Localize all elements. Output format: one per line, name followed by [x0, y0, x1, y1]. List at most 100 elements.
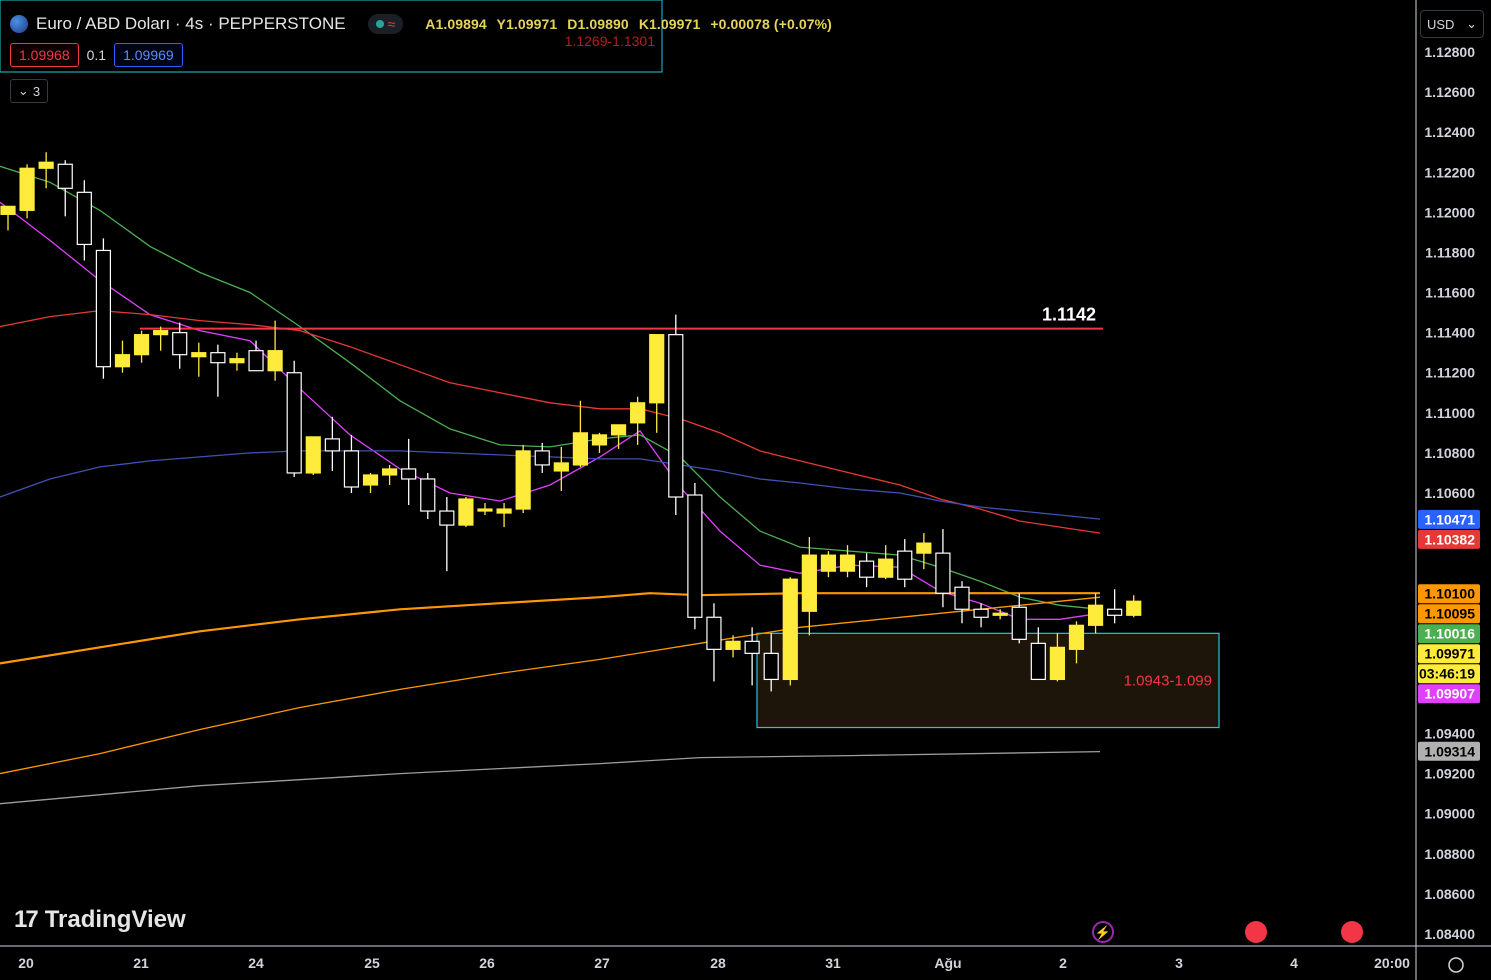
ohlc-close: K1.09971: [638, 16, 701, 32]
candle-body: [839, 554, 856, 572]
market-status[interactable]: ≈: [367, 14, 404, 34]
candle-body: [172, 332, 188, 356]
moving-average-line: [0, 750, 1101, 805]
price-tick-label: 1.11000: [1425, 405, 1475, 421]
moving-average-line: [0, 309, 1101, 534]
chevron-down-icon: ⌄: [17, 83, 29, 98]
price-tick-label: 1.11400: [1425, 325, 1475, 341]
price-label: 1.09971: [1424, 646, 1475, 662]
ohlc-low: D1.09890: [567, 16, 629, 32]
candle-body: [973, 608, 989, 618]
candle-body: [820, 554, 837, 572]
price-tick-label: 1.10600: [1424, 485, 1475, 501]
price-tick-label: 1.10800: [1424, 445, 1475, 461]
price-tick-label: 1.12600: [1424, 84, 1475, 100]
candle-body: [782, 578, 798, 681]
buy-button[interactable]: 1.09969: [114, 43, 183, 67]
candle-body: [267, 350, 283, 372]
candle-body: [649, 334, 665, 404]
candle-body: [725, 640, 741, 650]
candle-body: [858, 560, 875, 578]
candle-body: [191, 352, 207, 358]
price-label: 1.10382: [1424, 531, 1475, 547]
time-tick-label: 3: [1175, 955, 1183, 971]
candle-body: [324, 438, 340, 452]
candle-body: [630, 402, 646, 424]
time-tick-label: 4: [1290, 955, 1298, 971]
candle-body: [477, 508, 493, 512]
sell-button[interactable]: 1.09968: [10, 43, 79, 67]
candle-body: [76, 191, 92, 246]
price-label: 03:46:19: [1419, 666, 1475, 682]
price-tick-label: 1.11200: [1425, 365, 1475, 381]
time-tick-label: 26: [479, 955, 495, 971]
legend-box: [0, 0, 663, 73]
candle-body: [95, 249, 112, 368]
candle-body: [1126, 600, 1142, 616]
candle-body: [1068, 624, 1085, 650]
time-tick-label: 27: [594, 955, 610, 971]
candle-body: [534, 450, 550, 466]
price-tick-label: 1.08800: [1424, 846, 1475, 862]
price-label-box: [1418, 684, 1480, 704]
time-tick-label: 21: [133, 955, 149, 971]
price-label-box: [1418, 741, 1480, 761]
moving-average-line: [0, 592, 1100, 665]
us-flag-icon: [1341, 921, 1363, 943]
price-label: 1.10016: [1424, 626, 1475, 642]
candle-body: [572, 432, 589, 466]
candle-body: [591, 434, 608, 446]
symbol-title[interactable]: Euro / ABD Doları · 4s · PEPPERSTONE: [36, 14, 346, 33]
price-tick-label: 1.08400: [1424, 926, 1475, 942]
legend-range-label: 1.1269-1.1301: [565, 33, 656, 49]
us-flag-icon: [1245, 921, 1267, 943]
candle-body: [992, 612, 1008, 616]
candle-body: [229, 358, 245, 364]
candle-body: [706, 616, 722, 650]
candle-body: [801, 554, 817, 612]
candle-body: [668, 334, 684, 498]
candle-body: [248, 350, 264, 372]
time-tick-label: 20:00: [1374, 955, 1410, 971]
time-tick-label: Ağu: [934, 955, 961, 971]
candle-body: [496, 508, 512, 514]
logo-text: TradingView: [44, 906, 186, 933]
candle-body: [935, 552, 951, 594]
candle-body: [210, 352, 226, 364]
time-tick-label: 28: [710, 955, 726, 971]
moving-average-line: [0, 450, 1101, 520]
quantity-value[interactable]: 0.1: [86, 47, 107, 63]
time-tick-label: 2: [1059, 955, 1067, 971]
settings-gear-icon: [1448, 957, 1464, 973]
price-tick-label: 1.11800: [1425, 244, 1475, 260]
candle-body: [897, 550, 913, 580]
price-tick-label: 1.12400: [1424, 124, 1475, 140]
price-label: 1.09314: [1424, 743, 1475, 759]
wave-icon: ≈: [387, 16, 396, 32]
resistance-label: 1.1142: [1042, 305, 1096, 325]
price-tick-label: 1.12000: [1424, 204, 1475, 220]
candle-body: [553, 462, 569, 472]
chevron-down-icon: ⌄: [1466, 16, 1477, 31]
chart-header: Euro / ABD Doları · 4s · PEPPERSTONE ≈ A…: [10, 12, 838, 36]
price-label-box: [1418, 624, 1480, 644]
ohlc-high: Y1.09971: [496, 16, 558, 32]
price-tick-label: 1.12800: [1424, 44, 1475, 60]
price-label-box: [1418, 509, 1480, 529]
indicator-collapse-button[interactable]: ⌄ 3: [10, 79, 48, 103]
price-tick-label: 1.11600: [1425, 285, 1475, 301]
candle-body: [458, 498, 474, 526]
currency-select[interactable]: USD ⌄: [1420, 10, 1484, 38]
candle-body: [286, 372, 302, 474]
candle-body: [420, 478, 436, 512]
candle-body: [38, 161, 54, 169]
candle-body: [133, 334, 150, 356]
tradingview-logo-icon: 17: [14, 906, 39, 933]
time-tick-label: 25: [364, 955, 380, 971]
price-tick-label: 1.09000: [1424, 806, 1475, 822]
market-open-icon: [375, 20, 384, 28]
price-label: 1.10100: [1424, 586, 1475, 602]
price-label: 1.10471: [1424, 511, 1475, 527]
